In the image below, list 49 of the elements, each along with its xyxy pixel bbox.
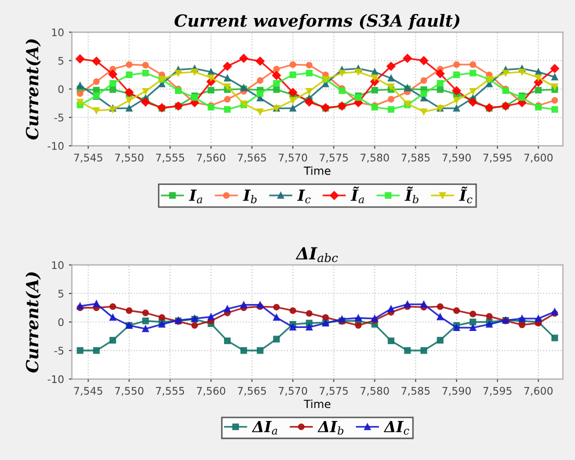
chart-title: Current waveforms (S3A fault) — [174, 14, 460, 30]
chart-title: ΔI$_{abc}$ — [296, 247, 338, 262]
x-tick-label: 7,580 — [360, 154, 389, 163]
y-tick-label: 5 — [58, 290, 64, 298]
y-tick-label: 5 — [58, 56, 64, 65]
x-tick-label: 7,565 — [238, 386, 266, 396]
y-tick-label: -10 — [48, 142, 64, 150]
legend-label: ΔI$_{a}$ — [252, 420, 278, 435]
y-axis-title: Current(A) — [26, 272, 41, 372]
x-tick-label: 7,590 — [442, 154, 471, 163]
x-tick-label: 7,570 — [278, 386, 308, 396]
x-tick-label: 7,550 — [115, 386, 144, 396]
y-tick-label: 0 — [58, 85, 64, 94]
legend-label: Ĩ$_{a}$ — [350, 186, 364, 204]
legend-label: ΔI$_{b}$ — [317, 420, 344, 435]
x-tick-label: 7,585 — [402, 154, 430, 163]
x-tick-label: 7,545 — [74, 154, 102, 163]
x-tick-label: 7,600 — [524, 154, 553, 163]
x-tick-label: 7,555 — [156, 154, 184, 163]
y-tick-label: -5 — [54, 114, 64, 122]
x-axis-title: Time — [304, 166, 330, 175]
x-tick-label: 7,570 — [278, 154, 308, 163]
y-axis-title: Current(A) — [26, 39, 41, 140]
legend-label: I$_{a}$ — [188, 190, 202, 204]
x-tick-label: 7,550 — [115, 154, 144, 163]
x-tick-label: 7,545 — [74, 387, 102, 396]
legend-label: Ĩ$_{b}$ — [404, 186, 418, 204]
y-tick-label: 10 — [52, 261, 64, 270]
x-tick-label: 7,600 — [524, 386, 553, 396]
legend-label: I$_{c}$ — [297, 190, 311, 204]
x-axis-title: Time — [304, 400, 330, 408]
legend-label: Ĩ$_{c}$ — [458, 186, 472, 204]
y-tick-label: 0 — [58, 318, 64, 326]
x-tick-label: 7,575 — [320, 387, 348, 396]
legend-label: I$_{b}$ — [242, 190, 257, 204]
x-tick-label: 7,575 — [320, 154, 348, 163]
x-tick-label: 7,560 — [196, 386, 226, 396]
x-tick-label: 7,585 — [402, 386, 430, 396]
x-tick-label: 7,590 — [442, 386, 471, 396]
x-tick-label: 7,595 — [483, 154, 512, 163]
y-tick-label: 10 — [52, 28, 64, 36]
y-tick-label: -10 — [48, 375, 64, 384]
y-tick-label: -5 — [54, 346, 64, 355]
x-tick-label: 7,560 — [196, 154, 226, 163]
x-tick-label: 7,565 — [238, 154, 266, 163]
legend-label: ΔI$_{c}$ — [384, 420, 410, 435]
x-tick-label: 7,580 — [360, 386, 389, 396]
x-tick-label: 7,555 — [156, 387, 184, 396]
x-tick-label: 7,595 — [483, 386, 512, 396]
